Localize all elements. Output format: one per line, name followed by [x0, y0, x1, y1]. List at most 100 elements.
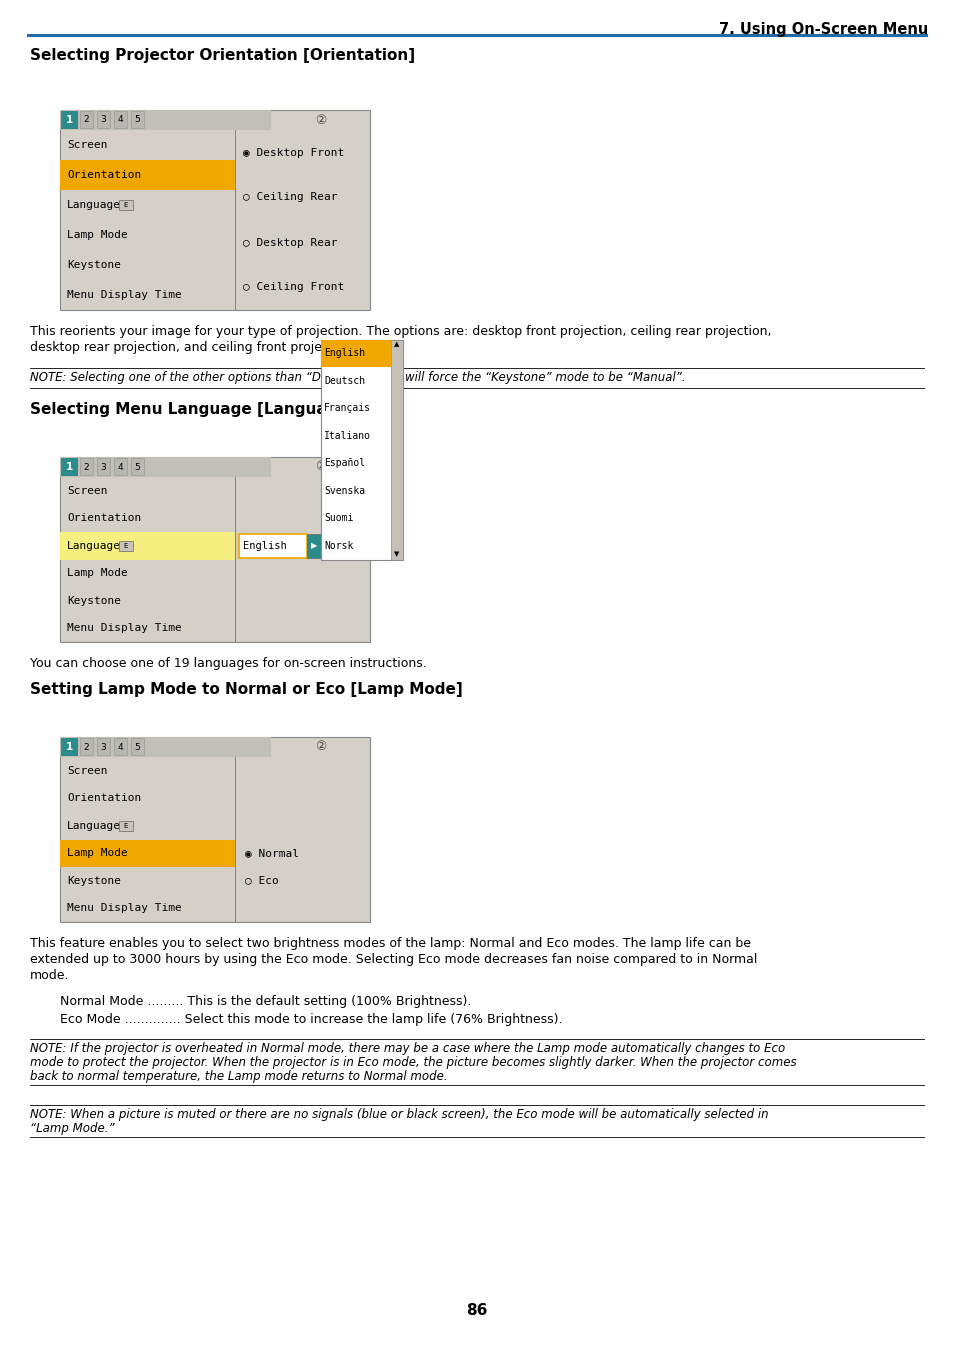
Text: Orientation: Orientation [67, 170, 141, 181]
Text: Screen: Screen [67, 485, 108, 496]
Text: Menu Display Time: Menu Display Time [67, 623, 182, 634]
Text: 86: 86 [466, 1304, 487, 1318]
Bar [131, 737, 144, 755]
Bar [80, 737, 92, 755]
Text: mode to protect the projector. When the projector is in Eco mode, the picture be: mode to protect the projector. When the … [30, 1055, 796, 1069]
Text: Norsk: Norsk [324, 541, 354, 551]
Bar [307, 534, 321, 558]
Text: Deutsch: Deutsch [324, 376, 365, 386]
Bar [97, 111, 110, 128]
Text: 3: 3 [100, 116, 107, 124]
Text: Menu Display Time: Menu Display Time [67, 290, 182, 301]
Text: Lamp Mode: Lamp Mode [67, 848, 128, 859]
Bar [61, 737, 78, 756]
Text: ▶: ▶ [311, 542, 317, 550]
Text: 3: 3 [100, 462, 107, 472]
Text: Screen: Screen [67, 140, 108, 150]
Text: extended up to 3000 hours by using the Eco mode. Selecting Eco mode decreases fa: extended up to 3000 hours by using the E… [30, 953, 757, 967]
Text: NOTE: If the projector is overheated in Normal mode, there may be a case where t: NOTE: If the projector is overheated in … [30, 1042, 784, 1055]
Bar [113, 458, 127, 474]
Bar [97, 737, 110, 755]
Bar [80, 111, 92, 128]
Text: 3: 3 [100, 743, 107, 751]
Text: 4: 4 [117, 743, 123, 751]
Text: ②: ② [314, 461, 326, 473]
Bar [60, 840, 234, 867]
Text: Svenska: Svenska [324, 485, 365, 496]
Bar [119, 200, 132, 210]
Text: desktop rear projection, and ceiling front projection.: desktop rear projection, and ceiling fro… [30, 341, 356, 355]
Bar [97, 458, 110, 474]
Text: ▲: ▲ [394, 341, 399, 348]
Bar [60, 737, 271, 758]
Text: Language: Language [67, 541, 121, 551]
Text: ○ Ceiling Rear: ○ Ceiling Rear [243, 193, 337, 202]
Text: 2: 2 [84, 743, 90, 751]
Bar [131, 111, 144, 128]
Text: Keystone: Keystone [67, 260, 121, 270]
Bar [80, 458, 92, 474]
Text: Español: Español [324, 458, 365, 468]
Text: 5: 5 [134, 462, 140, 472]
Text: Italiano: Italiano [324, 431, 371, 441]
Text: Suomi: Suomi [324, 514, 354, 523]
Text: Selecting Projector Orientation [Orientation]: Selecting Projector Orientation [Orienta… [30, 49, 415, 63]
Text: 7. Using On-Screen Menu: 7. Using On-Screen Menu [718, 22, 927, 36]
Text: ○ Eco: ○ Eco [245, 876, 278, 886]
Bar [60, 111, 271, 129]
Text: ◉ Desktop Front: ◉ Desktop Front [243, 147, 344, 158]
Bar [321, 340, 403, 559]
Text: 5: 5 [134, 743, 140, 751]
Text: Lamp Mode: Lamp Mode [67, 569, 128, 578]
Bar [119, 821, 132, 830]
Text: ○ Desktop Rear: ○ Desktop Rear [243, 237, 337, 248]
Text: Menu Display Time: Menu Display Time [67, 903, 182, 913]
Bar [60, 111, 370, 310]
Bar [113, 737, 127, 755]
Text: This reorients your image for your type of projection. The options are: desktop : This reorients your image for your type … [30, 325, 771, 338]
Text: ②: ② [314, 113, 326, 127]
Bar [113, 111, 127, 128]
Text: Setting Lamp Mode to Normal or Eco [Lamp Mode]: Setting Lamp Mode to Normal or Eco [Lamp… [30, 682, 462, 697]
Text: Language: Language [67, 200, 121, 210]
Text: Keystone: Keystone [67, 596, 121, 605]
Text: Normal Mode ......... This is the default setting (100% Brightness).: Normal Mode ......... This is the defaul… [60, 995, 471, 1008]
Text: Orientation: Orientation [67, 514, 141, 523]
Text: ▼: ▼ [394, 551, 399, 558]
Text: E: E [124, 202, 128, 208]
Text: Selecting Menu Language [Language]: Selecting Menu Language [Language] [30, 402, 355, 417]
Bar [239, 534, 307, 558]
Text: 1: 1 [66, 741, 73, 752]
Text: Keystone: Keystone [67, 876, 121, 886]
Bar [119, 541, 132, 551]
Text: Français: Français [324, 403, 371, 414]
Text: E: E [124, 822, 128, 829]
Text: This feature enables you to select two brightness modes of the lamp: Normal and : This feature enables you to select two b… [30, 937, 750, 950]
Bar [61, 111, 78, 129]
Text: English: English [243, 541, 287, 551]
Bar [131, 458, 144, 474]
Text: 5: 5 [134, 116, 140, 124]
Text: Eco Mode .............. Select this mode to increase the lamp life (76% Brightne: Eco Mode .............. Select this mode… [60, 1012, 562, 1026]
Text: English: English [324, 348, 365, 359]
Text: ○ Ceiling Front: ○ Ceiling Front [243, 283, 344, 293]
Text: Orientation: Orientation [67, 793, 141, 803]
Text: NOTE: When a picture is muted or there are no signals (blue or black screen), th: NOTE: When a picture is muted or there a… [30, 1108, 768, 1122]
Text: ◉ Normal: ◉ Normal [245, 848, 299, 859]
Text: Language: Language [67, 821, 121, 830]
Bar [60, 457, 370, 642]
Text: “Lamp Mode.”: “Lamp Mode.” [30, 1122, 114, 1135]
Text: 2: 2 [84, 116, 90, 124]
Text: 1: 1 [66, 462, 73, 472]
Bar [60, 160, 234, 190]
Bar [61, 458, 78, 476]
Text: ②: ② [314, 740, 326, 754]
Text: E: E [124, 543, 128, 549]
Text: back to normal temperature, the Lamp mode returns to Normal mode.: back to normal temperature, the Lamp mod… [30, 1070, 447, 1082]
Bar [60, 457, 271, 477]
Text: 4: 4 [117, 116, 123, 124]
Bar [60, 532, 234, 559]
Text: Screen: Screen [67, 766, 108, 775]
Text: Lamp Mode: Lamp Mode [67, 231, 128, 240]
Text: 2: 2 [84, 462, 90, 472]
